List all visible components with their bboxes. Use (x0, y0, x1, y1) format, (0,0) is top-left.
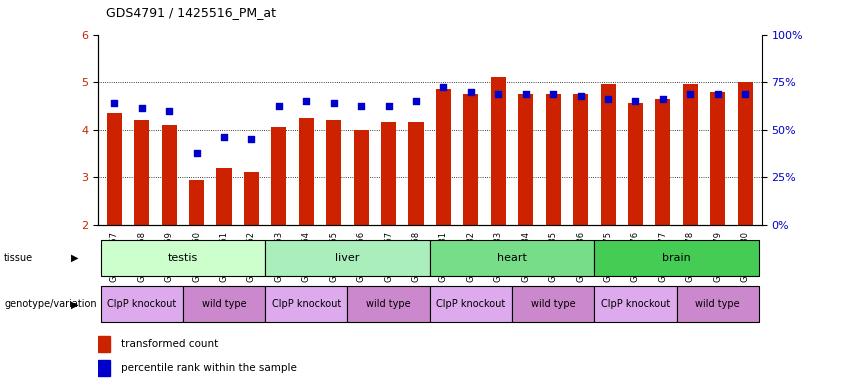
Point (437, 84, 450, 90)
Bar (189, 180, 204, 225)
Bar (299, 118, 314, 225)
Text: transformed count: transformed count (121, 339, 219, 349)
Bar (216, 168, 231, 225)
Bar (430, 240, 594, 276)
Text: wild type: wild type (695, 299, 740, 310)
Text: ClpP knockout: ClpP knockout (107, 299, 176, 310)
Text: heart: heart (497, 253, 527, 263)
Bar (601, 84, 615, 225)
Bar (594, 240, 759, 276)
Point (327, 100, 340, 106)
Text: testis: testis (168, 253, 198, 263)
Bar (491, 77, 505, 225)
Bar (711, 92, 725, 225)
Point (190, 150, 203, 156)
Bar (347, 286, 430, 323)
Bar (683, 84, 698, 225)
Bar (738, 82, 753, 225)
Bar (518, 94, 534, 225)
Bar (100, 240, 266, 276)
Text: tissue: tissue (4, 253, 33, 263)
Bar (134, 120, 149, 225)
Point (163, 108, 176, 114)
Point (739, 91, 752, 97)
Point (135, 105, 149, 111)
Bar (430, 286, 512, 323)
Bar (463, 94, 478, 225)
Bar (98, 336, 110, 353)
Bar (545, 94, 561, 225)
Text: ClpP knockout: ClpP knockout (271, 299, 341, 310)
Point (519, 91, 533, 97)
Bar (677, 286, 759, 323)
Point (629, 98, 643, 104)
Text: brain: brain (662, 253, 691, 263)
Bar (266, 286, 347, 323)
Bar (594, 286, 677, 323)
Bar (266, 240, 430, 276)
Text: GDS4791 / 1425516_PM_at: GDS4791 / 1425516_PM_at (106, 6, 277, 19)
Point (217, 134, 231, 140)
Point (574, 93, 587, 99)
Point (656, 96, 670, 102)
Bar (326, 120, 341, 225)
Bar (628, 103, 643, 225)
Bar (106, 113, 122, 225)
Bar (100, 286, 183, 323)
Bar (436, 89, 451, 225)
Point (409, 98, 423, 104)
Bar (183, 286, 266, 323)
Bar (98, 359, 110, 376)
Bar (271, 127, 287, 225)
Bar (244, 172, 259, 225)
Text: genotype/variation: genotype/variation (4, 299, 97, 310)
Point (683, 91, 697, 97)
Point (107, 100, 121, 106)
Point (354, 103, 368, 109)
Text: percentile rank within the sample: percentile rank within the sample (121, 363, 297, 373)
Point (272, 103, 286, 109)
Point (492, 91, 505, 97)
Point (546, 91, 560, 97)
Bar (162, 125, 177, 225)
Bar (381, 122, 397, 225)
Point (711, 91, 724, 97)
Text: ClpP knockout: ClpP knockout (437, 299, 505, 310)
Text: wild type: wild type (202, 299, 246, 310)
Bar (512, 286, 594, 323)
Point (300, 98, 313, 104)
Text: ▶: ▶ (71, 253, 78, 263)
Text: ▶: ▶ (71, 299, 78, 310)
Text: wild type: wild type (366, 299, 411, 310)
Bar (354, 130, 368, 225)
Bar (655, 99, 671, 225)
Bar (408, 122, 424, 225)
Text: liver: liver (335, 253, 360, 263)
Point (244, 136, 258, 142)
Point (464, 89, 477, 95)
Point (602, 96, 615, 102)
Text: ClpP knockout: ClpP knockout (601, 299, 670, 310)
Point (382, 103, 396, 109)
Bar (573, 94, 588, 225)
Text: wild type: wild type (531, 299, 575, 310)
